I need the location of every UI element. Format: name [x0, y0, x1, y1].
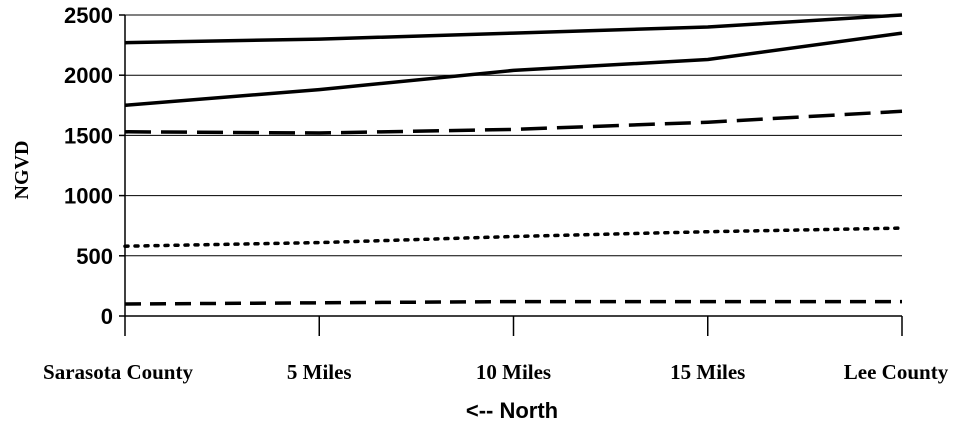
x-tick-label: 5 Miles: [287, 360, 352, 384]
series-line-1: [124, 13, 903, 45]
x-tick-labels: Sarasota County 5 Miles 10 Miles 15 Miles Le…: [43, 360, 949, 384]
series-line-2: [124, 31, 903, 108]
y-axis-label: NGVD: [11, 141, 33, 200]
x-tick-label: 15 Miles: [670, 360, 745, 384]
y-tick-label: 1000: [64, 184, 113, 209]
y-tick-label: 2000: [64, 63, 113, 88]
series-line-4: [123, 226, 904, 248]
x-tick-label: Sarasota County: [43, 360, 193, 384]
y-tick-label: 500: [76, 244, 113, 269]
series-line-5: [124, 299, 902, 306]
y-tick-label: 0: [101, 304, 113, 329]
gridlines: [125, 14, 902, 257]
x-axis-label: <-- North: [466, 398, 558, 423]
series-lines: [123, 13, 904, 306]
x-tick-label: Lee County: [844, 360, 949, 384]
axes: [119, 14, 903, 336]
y-tick-labels: 0 500 1000 1500 2000 2500: [64, 3, 113, 329]
y-tick-label: 1500: [64, 123, 113, 148]
y-tick-label: 2500: [64, 3, 113, 28]
x-tick-label: 10 Miles: [476, 360, 551, 384]
series-line-3: [124, 109, 903, 135]
